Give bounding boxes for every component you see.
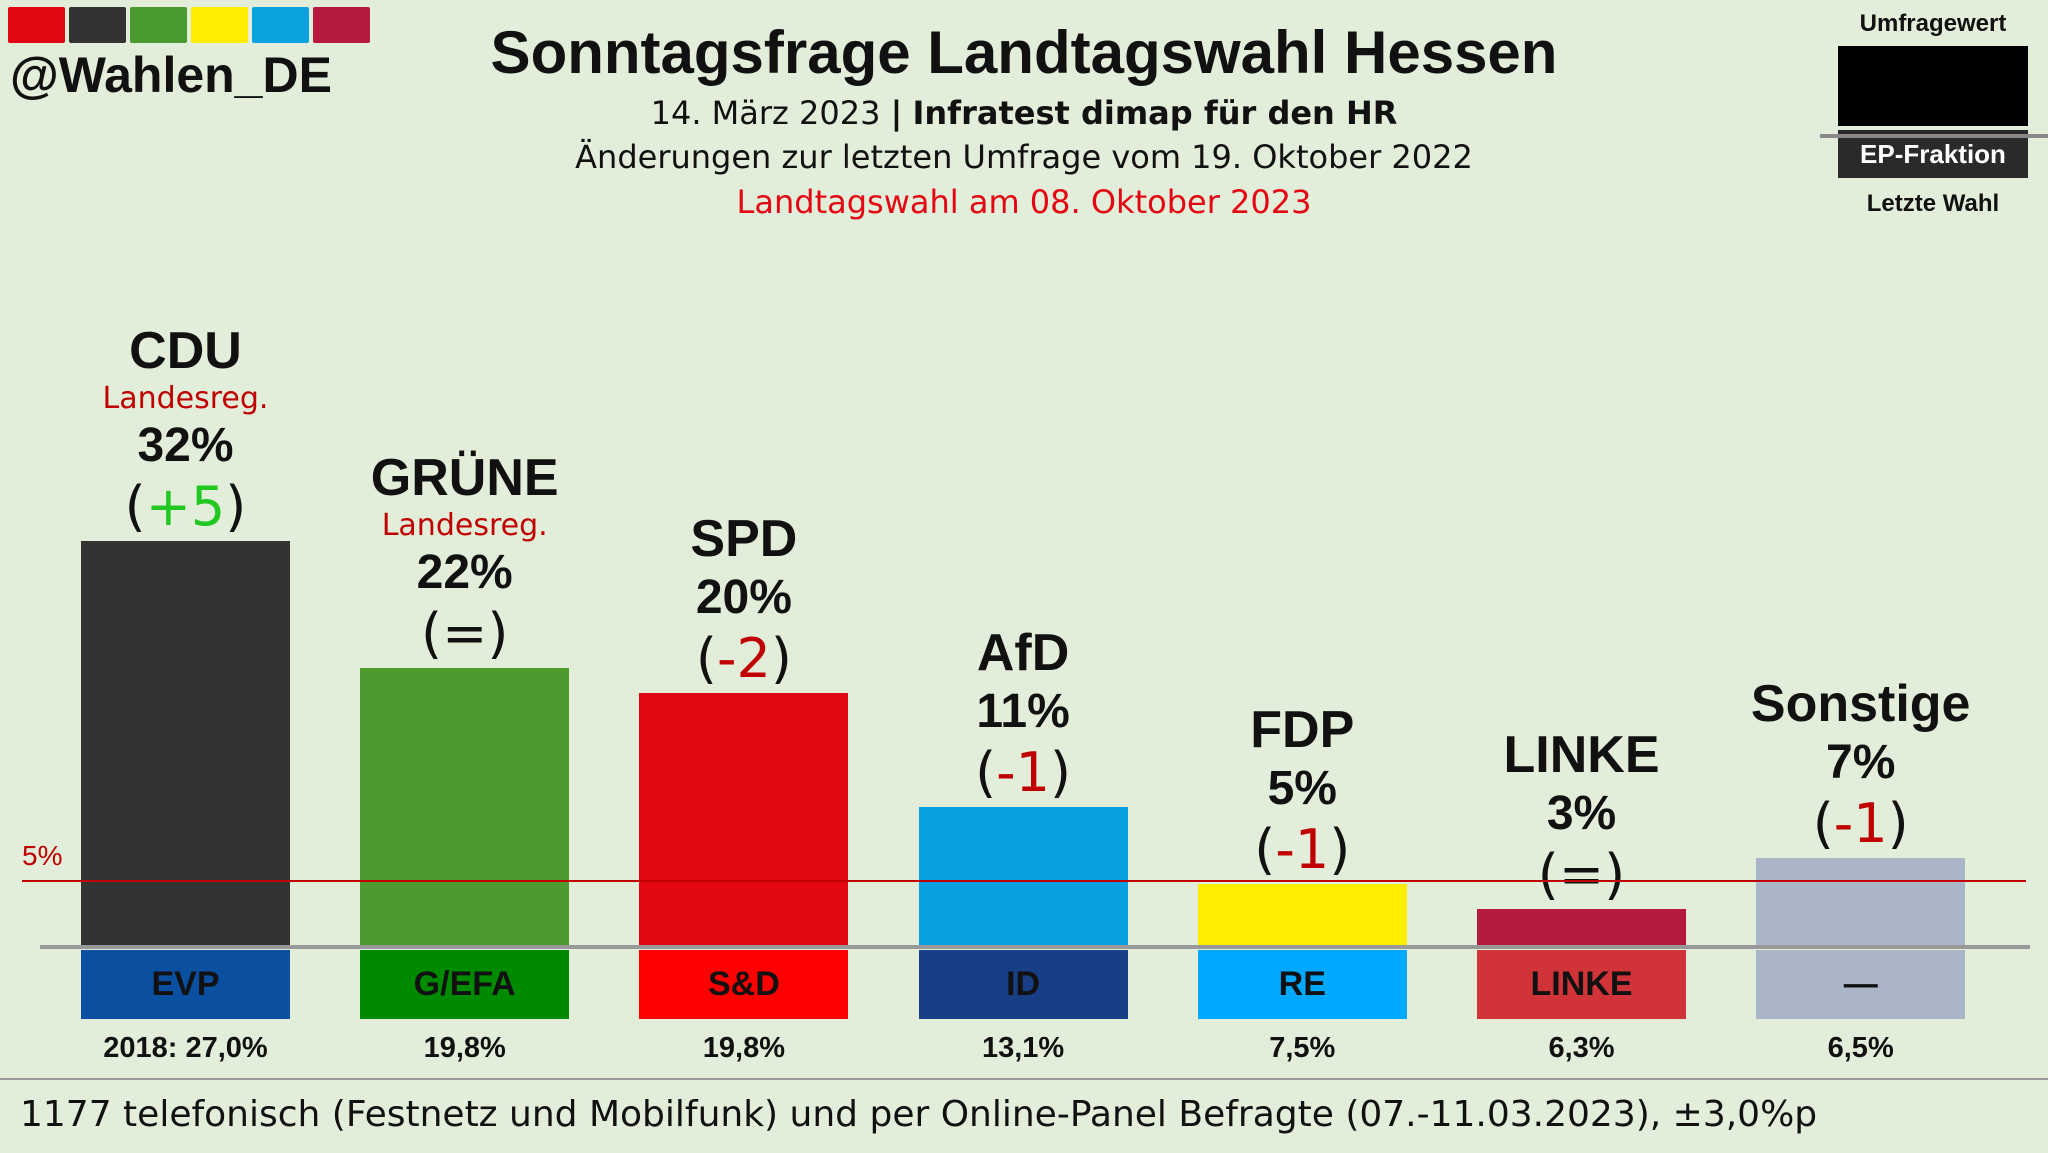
change-value: -1 [1275, 817, 1330, 881]
brand-handle: @Wahlen_DE [10, 47, 332, 103]
threshold-line [22, 880, 2026, 882]
legend-ep-group: EP-Fraktion [1838, 130, 2028, 178]
party-name: CDU [129, 322, 242, 380]
ep-group-3: ID [918, 950, 1128, 1019]
bar-label-1: GRÜNE Landesreg. 22% (=) [315, 448, 615, 666]
last-election-1: 19,8% [423, 1032, 506, 1064]
value-label: 5% [1267, 761, 1337, 815]
ep-group-4: RE [1197, 950, 1407, 1019]
bar-4 [1197, 883, 1407, 947]
election-note: Landtagswahl am 08. Oktober 2023 [736, 183, 1312, 221]
change-value: -1 [1833, 792, 1888, 856]
change-label: (=) [420, 601, 509, 665]
party-name: FDP [1250, 700, 1355, 759]
poll-date: 14. März 2023 [650, 94, 881, 132]
party-name: GRÜNE [370, 448, 559, 507]
poll-institute: Infratest dimap für den HR [912, 94, 1398, 132]
bar-label-6: Sonstige 7% (-1) [1711, 674, 2011, 856]
bar-6 [1756, 858, 1966, 947]
changes-note: Änderungen zur letzten Umfrage vom 19. O… [575, 138, 1473, 176]
party-name: AfD [976, 624, 1070, 683]
bar-label-2: SPD 20% (-2) [594, 509, 894, 691]
change-label: (-1) [1254, 817, 1351, 881]
legend-last-election: Letzte Wahl [1866, 190, 2000, 217]
change-value: -1 [996, 741, 1051, 805]
separator: | [890, 94, 903, 132]
bar-5 [1477, 908, 1686, 947]
legend-poll-value: Umfragewert [1859, 10, 2007, 37]
chart-title: Sonntagsfrage Landtagswahl Hessen [490, 19, 1558, 86]
last-election-6: 6,5% [1827, 1032, 1894, 1064]
logo-color-block [191, 7, 248, 43]
party-name: Sonstige [1750, 675, 1971, 734]
bar-label-0: CDU Landesreg. 32% (+5) [36, 321, 336, 539]
last-election-2: 19,8% [702, 1032, 785, 1064]
footer-divider [0, 1078, 2048, 1080]
bar-1 [360, 667, 570, 947]
logo-color-block [252, 7, 309, 43]
ep-group-5: LINKE [1477, 950, 1686, 1019]
ep-group-2: S&D [639, 950, 849, 1019]
last-election-0: 2018: 27,0% [103, 1032, 268, 1064]
value-label: 22% [416, 545, 513, 599]
change-value: +5 [145, 475, 226, 538]
party-name: LINKE [1503, 725, 1660, 784]
change-value: = [1558, 842, 1605, 906]
bar-label-3: AfD 11% (-1) [873, 623, 1173, 805]
legend: Umfragewert EP-Fraktion Letzte Wahl [1820, 10, 2048, 218]
logo-color-block [130, 7, 187, 43]
threshold-label: 5% [22, 840, 63, 871]
ep-group-0: EVP [81, 950, 290, 1019]
value-label: 20% [695, 571, 792, 625]
change-label: (+5) [124, 475, 247, 538]
change-label: (-1) [975, 741, 1072, 805]
bar-label-4: FDP 5% (-1) [1152, 700, 1452, 882]
ep-group-6: — [1756, 950, 1966, 1019]
value-label: 3% [1546, 786, 1617, 840]
last-election-4: 7,5% [1269, 1032, 1336, 1064]
ep-group-1: G/EFA [360, 950, 570, 1019]
change-value: -2 [716, 627, 771, 691]
bar-2 [639, 693, 849, 947]
government-note: Landesreg. [102, 381, 269, 416]
change-label: (-1) [1812, 792, 1909, 856]
value-label: 7% [1826, 736, 1896, 790]
bar-3 [918, 807, 1128, 947]
last-election-3: 13,1% [981, 1032, 1065, 1064]
logo-color-strip [8, 7, 370, 43]
last-election-5: 6,3% [1548, 1032, 1615, 1064]
government-note: Landesreg. [381, 507, 548, 543]
legend-bar-swatch [1838, 46, 2028, 126]
change-label: (-2) [695, 627, 792, 691]
value-label: 11% [976, 685, 1070, 739]
baseline [40, 945, 2030, 949]
logo-color-block [8, 7, 65, 43]
logo-color-block [313, 7, 370, 43]
bar-label-5: LINKE 3% (=) [1432, 725, 1732, 907]
value-label: 32% [137, 419, 234, 472]
footer-note: 1177 telefonisch (Festnetz und Mobilfunk… [20, 1094, 1818, 1135]
subtitle-date-line: 14. März 2023 | Infratest dimap für den … [0, 94, 2048, 132]
change-label: (=) [1537, 842, 1626, 906]
logo-color-block [69, 7, 126, 43]
change-value: = [442, 601, 488, 665]
legend-baseline [1820, 134, 2048, 138]
bar-0 [81, 541, 290, 947]
party-name: SPD [690, 510, 798, 569]
